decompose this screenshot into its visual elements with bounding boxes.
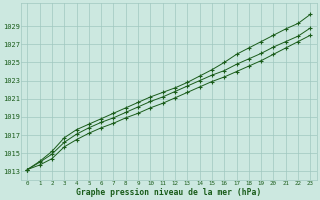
X-axis label: Graphe pression niveau de la mer (hPa): Graphe pression niveau de la mer (hPa): [76, 188, 261, 197]
